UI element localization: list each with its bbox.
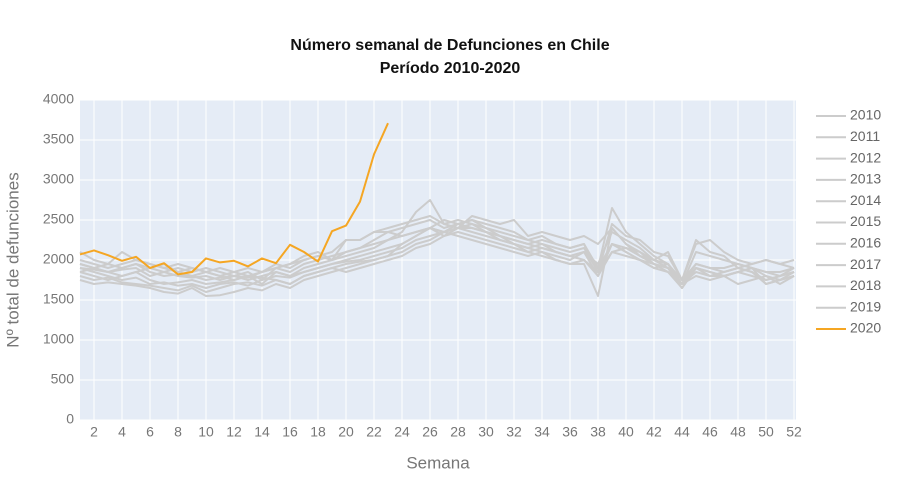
legend-label: 2010 [850, 107, 881, 123]
x-tick-label: 12 [226, 424, 242, 440]
legend-label: 2013 [850, 171, 881, 187]
y-tick-label: 1000 [43, 331, 74, 347]
series-line [79, 227, 795, 285]
x-tick-label: 26 [422, 424, 438, 440]
y-tick-label: 1500 [43, 291, 74, 307]
series-line [79, 122, 389, 276]
x-tick-label: 18 [310, 424, 326, 440]
y-tick-label: 3000 [43, 171, 74, 187]
x-tick-label: 10 [198, 424, 214, 440]
legend-label: 2016 [850, 235, 881, 251]
legend-label: 2020 [850, 320, 881, 336]
chart-title: Número semanal de Defunciones en Chile [290, 37, 609, 54]
y-tick-label: 0 [66, 411, 74, 427]
series-line [79, 199, 795, 285]
y-tick-label: 500 [51, 371, 75, 387]
x-tick-label: 40 [618, 424, 634, 440]
y-tick-label: 2000 [43, 251, 74, 267]
x-tick-label: 36 [562, 424, 578, 440]
legend-label: 2012 [850, 149, 881, 165]
x-tick-label: 16 [282, 424, 298, 440]
x-tick-label: 46 [702, 424, 718, 440]
legend-label: 2018 [850, 277, 881, 293]
x-tick-label: 6 [146, 424, 154, 440]
legend-label: 2017 [850, 256, 881, 272]
y-tick-label: 3500 [43, 131, 74, 147]
x-tick-label: 20 [338, 424, 354, 440]
x-tick-label: 28 [450, 424, 466, 440]
x-tick-label: 14 [254, 424, 270, 440]
x-tick-label: 4 [118, 424, 126, 440]
x-tick-label: 52 [786, 424, 802, 440]
x-tick-label: 2 [90, 424, 98, 440]
legend-label: 2011 [850, 128, 880, 144]
x-tick-label: 34 [534, 424, 550, 440]
x-tick-label: 48 [730, 424, 746, 440]
series-line [79, 227, 795, 281]
x-tick-label: 8 [174, 424, 182, 440]
x-tick-label: 42 [646, 424, 662, 440]
x-tick-label: 22 [366, 424, 382, 440]
x-axis-label: Semana [406, 453, 470, 472]
series-line [79, 223, 795, 285]
x-tick-label: 30 [478, 424, 494, 440]
x-tick-label: 38 [590, 424, 606, 440]
x-tick-label: 32 [506, 424, 522, 440]
x-tick-label: 50 [758, 424, 774, 440]
y-tick-label: 2500 [43, 211, 74, 227]
chart-subtitle: Período 2010-2020 [380, 60, 521, 77]
x-tick-label: 44 [674, 424, 690, 440]
legend-label: 2019 [850, 298, 881, 314]
x-tick-label: 24 [394, 424, 410, 440]
y-tick-label: 4000 [43, 91, 74, 107]
y-axis-label: Nº total de defunciones [3, 172, 22, 347]
legend-label: 2014 [850, 192, 881, 208]
legend-label: 2015 [850, 213, 881, 229]
